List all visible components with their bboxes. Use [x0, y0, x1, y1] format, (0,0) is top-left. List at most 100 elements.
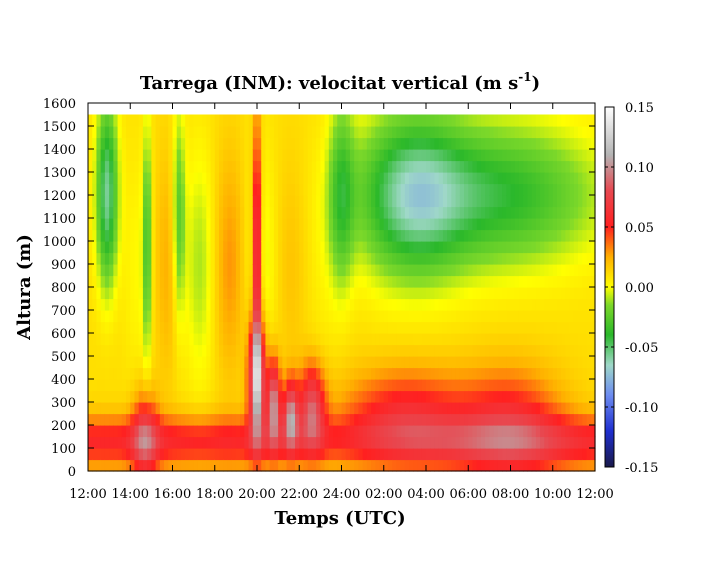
heatmap-cell — [278, 413, 283, 426]
heatmap-cell — [113, 229, 119, 242]
heatmap-cell — [455, 379, 461, 392]
heatmap-cell — [311, 126, 317, 139]
heatmap-cell — [354, 333, 359, 346]
heatmap-cell — [392, 206, 398, 219]
heatmap-cell — [442, 206, 448, 219]
heatmap-cell — [193, 344, 199, 357]
heatmap-cell — [96, 425, 102, 438]
heatmap-cell — [476, 252, 482, 265]
heatmap-cell — [197, 218, 203, 231]
heatmap-cell — [130, 287, 136, 300]
heatmap-cell — [345, 252, 351, 265]
heatmap-cell — [168, 229, 174, 242]
heatmap-cell — [193, 114, 199, 127]
heatmap-cell — [147, 218, 152, 231]
heatmap-cell — [468, 436, 474, 449]
heatmap-cell — [569, 218, 575, 231]
heatmap-cell — [278, 275, 283, 288]
heatmap-cell — [193, 149, 199, 162]
heatmap-cell — [383, 137, 389, 150]
heatmap-cell — [535, 172, 541, 185]
heatmap-cell — [290, 195, 296, 208]
heatmap-cell — [333, 287, 338, 300]
heatmap-cell — [459, 252, 465, 265]
heatmap-cell — [345, 367, 351, 380]
heatmap-cell — [472, 287, 478, 300]
heatmap-cell — [176, 218, 182, 231]
heatmap-cell — [556, 448, 562, 461]
heatmap-cell — [586, 402, 592, 415]
heatmap-cell — [92, 413, 98, 426]
heatmap-cell — [548, 264, 554, 277]
heatmap-cell — [185, 126, 191, 139]
heatmap-cell — [172, 390, 178, 403]
heatmap-cell — [430, 264, 436, 277]
heatmap-cell — [480, 298, 486, 311]
heatmap-cell — [240, 298, 245, 311]
heatmap-cell — [578, 425, 583, 438]
heatmap-cell — [104, 287, 110, 300]
heatmap-cell — [514, 287, 520, 300]
heatmap-cell — [413, 114, 419, 127]
heatmap-cell — [231, 287, 237, 300]
heatmap-cell — [468, 298, 474, 311]
heatmap-cell — [366, 160, 372, 173]
heatmap-cell — [100, 356, 106, 369]
heatmap-cell — [464, 379, 469, 392]
heatmap-cell — [290, 321, 296, 334]
heatmap-cell — [303, 264, 309, 277]
heatmap-cell — [257, 183, 262, 196]
heatmap-cell — [257, 264, 262, 277]
heatmap-cell — [493, 264, 499, 277]
heatmap-cell — [409, 356, 414, 369]
heatmap-cell — [316, 264, 321, 277]
heatmap-cell — [193, 402, 199, 415]
heatmap-cell — [138, 367, 144, 380]
heatmap-cell — [337, 114, 343, 127]
heatmap-cell — [303, 206, 309, 219]
heatmap-cell — [527, 195, 533, 208]
heatmap-cell — [168, 344, 174, 357]
heatmap-cell — [497, 413, 503, 426]
heatmap-cell — [193, 321, 199, 334]
heatmap-cell — [121, 264, 127, 277]
heatmap-cell — [257, 321, 262, 334]
heatmap-cell — [109, 229, 114, 242]
heatmap-cell — [223, 425, 229, 438]
heatmap-cell — [354, 367, 359, 380]
heatmap-cell — [311, 367, 317, 380]
heatmap-cell — [447, 287, 452, 300]
heatmap-cell — [202, 425, 207, 438]
heatmap-cell — [518, 229, 524, 242]
heatmap-cell — [121, 137, 127, 150]
heatmap-cell — [552, 218, 558, 231]
heatmap-cell — [383, 206, 389, 219]
heatmap-cell — [303, 287, 309, 300]
heatmap-cell — [383, 229, 389, 242]
heatmap-cell — [493, 459, 499, 472]
heatmap-cell — [561, 310, 567, 323]
heatmap-cell — [295, 448, 300, 461]
heatmap-cell — [442, 264, 448, 277]
heatmap-cell — [311, 195, 317, 208]
heatmap-cell — [130, 298, 136, 311]
heatmap-cell — [379, 356, 385, 369]
heatmap-cell — [189, 149, 195, 162]
heatmap-cell — [544, 333, 550, 346]
heatmap-cell — [548, 448, 554, 461]
heatmap-cell — [286, 137, 292, 150]
heatmap-cell — [189, 356, 195, 369]
heatmap-cell — [269, 379, 275, 392]
heatmap-cell — [126, 367, 131, 380]
heatmap-cell — [409, 321, 414, 334]
heatmap-cell — [286, 459, 292, 472]
heatmap-cell — [590, 137, 596, 150]
heatmap-cell — [290, 114, 296, 127]
heatmap-cell — [282, 252, 288, 265]
heatmap-cell — [548, 218, 554, 231]
heatmap-cell — [349, 137, 355, 150]
heatmap-cell — [535, 206, 541, 219]
heatmap-cell — [590, 413, 596, 426]
heatmap-cell — [88, 321, 93, 334]
heatmap-cell — [531, 126, 537, 139]
